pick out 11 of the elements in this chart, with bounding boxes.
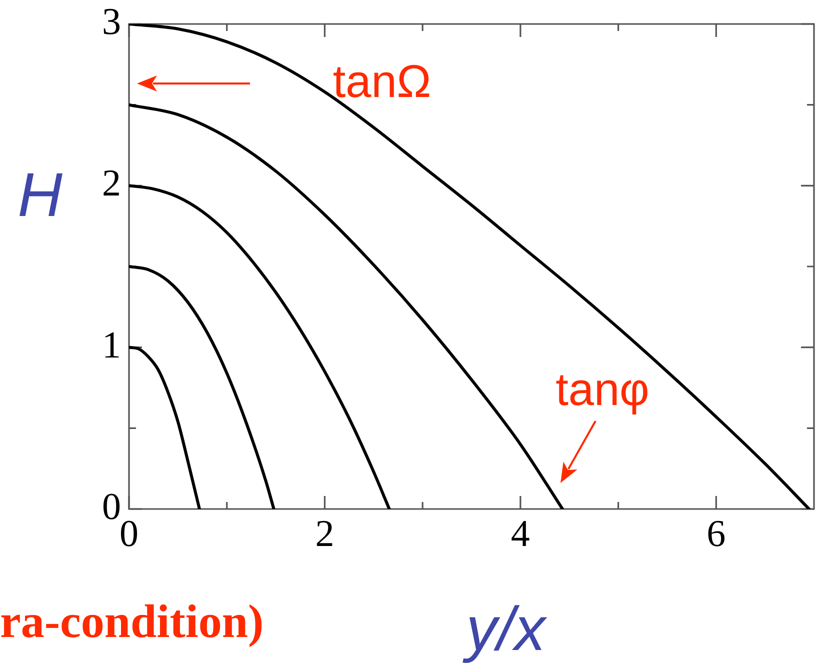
y-tick-label: 2	[102, 162, 121, 205]
y-tick-label: 1	[102, 324, 121, 366]
y-axis-title: H	[18, 161, 62, 230]
y-tick-label: 0	[102, 486, 121, 528]
x-tick-label: 6	[706, 512, 726, 555]
annotation: tanΩ	[332, 55, 432, 107]
x-tick-label: 2	[315, 512, 334, 555]
y-tick-label: 3	[102, 0, 121, 43]
annotation: tanφ	[556, 363, 650, 415]
text: ra-condition)	[0, 596, 264, 648]
x-tick-label: 4	[510, 512, 530, 555]
